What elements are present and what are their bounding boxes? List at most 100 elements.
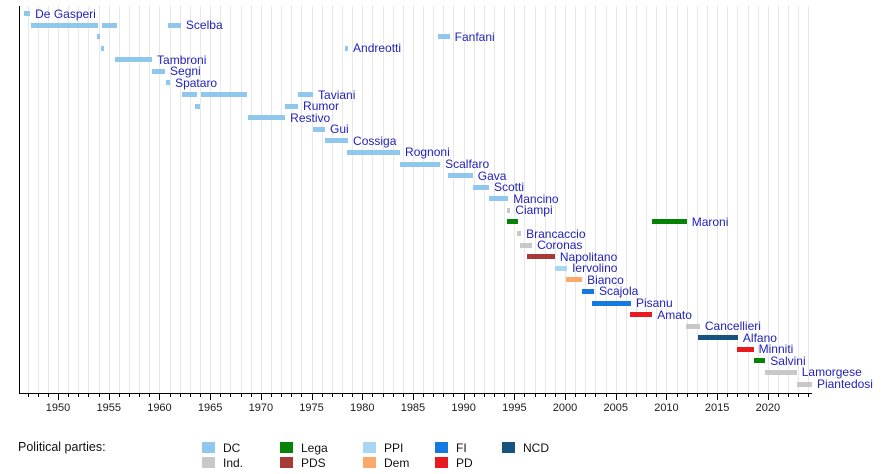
axis-tick	[341, 394, 343, 397]
minister-label-alfano: Alfano	[742, 330, 777, 345]
term-bar-taviani	[298, 92, 314, 98]
year-gridline	[524, 6, 526, 393]
year-gridline	[483, 6, 485, 393]
year-gridline	[696, 6, 698, 393]
minister-label-fanfani: Fanfani	[454, 29, 495, 44]
minister-label-salvini: Salvini	[770, 353, 806, 368]
axis-tick	[78, 394, 80, 397]
year-gridline	[392, 6, 394, 393]
year-gridline	[189, 6, 191, 393]
axis-tick	[798, 394, 800, 397]
term-bar-ciampi	[507, 207, 511, 213]
minister-label-gava: Gava	[477, 168, 507, 183]
year-gridline	[250, 6, 252, 393]
minister-label-napolitano: Napolitano	[559, 249, 618, 264]
axis-tick	[585, 394, 587, 397]
axis-tick	[483, 394, 485, 397]
year-gridline	[717, 6, 719, 393]
axis-tick-label: 2005	[603, 402, 628, 414]
year-gridline	[331, 6, 333, 393]
axis-tick	[402, 394, 404, 397]
year-gridline	[575, 6, 577, 393]
axis-tick	[605, 394, 607, 397]
axis-tick	[656, 394, 658, 397]
term-bar-piantedosi	[796, 381, 812, 387]
term-bar-scelba	[168, 22, 181, 28]
axis-tick	[240, 394, 242, 397]
axis-tick	[788, 394, 790, 397]
axis-tick	[98, 394, 100, 397]
minister-label-andreotti: Andreotti	[353, 41, 402, 56]
legend-label-pds: PDS	[301, 456, 326, 470]
axis-tick	[139, 394, 141, 397]
axis-tick	[767, 394, 769, 400]
year-gridline	[747, 6, 749, 393]
axis-tick	[575, 394, 577, 397]
axis-tick	[311, 394, 313, 400]
axis-tick	[473, 394, 475, 397]
axis-tick	[169, 394, 171, 397]
minister-label-iervolino: Iervolino	[572, 261, 618, 276]
year-gridline	[382, 6, 384, 393]
year-gridline	[706, 6, 708, 393]
year-gridline	[159, 6, 161, 393]
year-gridline	[118, 6, 120, 393]
axis-tick	[199, 394, 201, 397]
year-gridline	[615, 6, 617, 393]
axis-tick	[423, 394, 425, 397]
term-bar-scajola	[582, 288, 594, 294]
axis-tick	[494, 394, 496, 397]
term-bar-pisanu	[592, 300, 631, 306]
year-gridline	[210, 6, 212, 393]
axis-tick	[392, 394, 394, 397]
year-gridline	[686, 6, 688, 393]
term-bar-fanfani	[97, 34, 101, 40]
minister-label-pisanu: Pisanu	[635, 296, 673, 310]
axis-tick	[281, 394, 283, 397]
axis-tick	[362, 394, 364, 400]
term-bar-tambroni	[115, 57, 153, 63]
axis-tick	[382, 394, 384, 397]
year-gridline	[179, 6, 181, 393]
axis-tick	[37, 394, 39, 397]
minister-label-restivo: Restivo	[290, 110, 331, 125]
minister-label-amato: Amato	[657, 307, 692, 322]
minister-label-cancellieri: Cancellieri	[704, 319, 761, 334]
axis-tick	[717, 394, 719, 400]
minister-label-rumor: Rumor	[303, 99, 340, 114]
year-gridline	[554, 6, 556, 393]
year-gridline	[37, 6, 39, 393]
axis-tick	[149, 394, 151, 397]
legend-swatch-ind	[202, 457, 215, 468]
axis-tick	[565, 394, 567, 400]
year-gridline	[220, 6, 222, 393]
axis-tick	[615, 394, 617, 400]
term-bar-alfano	[698, 335, 738, 341]
term-bar-cossiga	[325, 138, 349, 144]
year-gridline	[565, 6, 567, 393]
year-gridline	[727, 6, 729, 393]
axis-tick-label: 2000	[552, 402, 578, 414]
axis-tick	[331, 394, 333, 397]
axis-tick	[595, 394, 597, 397]
minister-label-lamorgese: Lamorgese	[801, 365, 862, 380]
legend-label-dem: Dem	[384, 456, 410, 470]
x-axis-line	[19, 393, 812, 394]
year-gridline	[108, 6, 110, 393]
legend-swatch-fi	[435, 442, 448, 453]
axis-tick-label: 1990	[451, 402, 476, 414]
legend-label-lega: Lega	[301, 441, 328, 455]
axis-tick	[189, 394, 191, 397]
axis-tick-label: 1995	[502, 402, 527, 414]
axis-tick	[737, 394, 739, 397]
axis-tick	[504, 394, 506, 397]
axis-tick	[625, 394, 627, 397]
year-gridline	[605, 6, 607, 393]
year-gridline	[423, 6, 425, 393]
year-gridline	[473, 6, 475, 393]
minister-label-rognoni: Rognoni	[405, 145, 450, 160]
axis-tick	[706, 394, 708, 397]
legend-label-dc: DC	[223, 441, 241, 455]
legend-swatch-pds	[280, 457, 293, 468]
axis-tick	[88, 394, 90, 397]
